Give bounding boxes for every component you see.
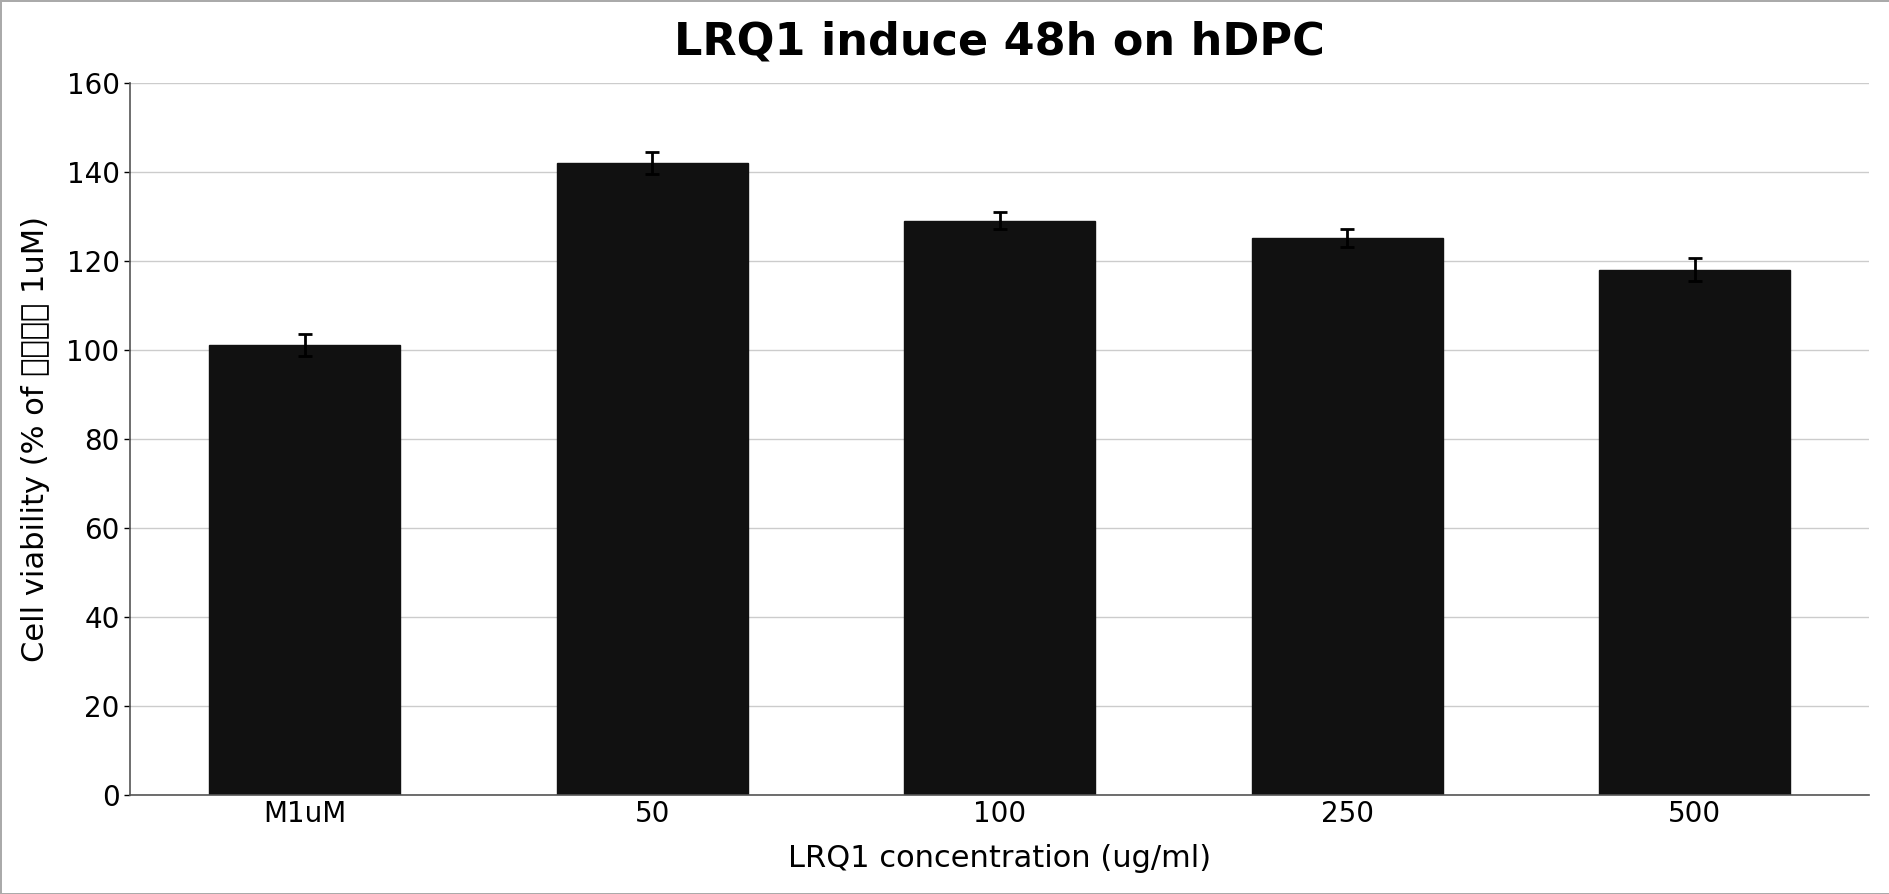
- Bar: [1598, 269, 1789, 795]
- Title: LRQ1 induce 48h on hDPC: LRQ1 induce 48h on hDPC: [674, 21, 1324, 63]
- X-axis label: LRQ1 concentration (ug/ml): LRQ1 concentration (ug/ml): [788, 844, 1211, 873]
- Bar: [555, 163, 748, 795]
- Y-axis label: Cell viability (% of 미록시딘 1uM): Cell viability (% of 미록시딘 1uM): [21, 215, 49, 662]
- Bar: [903, 221, 1094, 795]
- Bar: [210, 345, 400, 795]
- Bar: [1251, 239, 1441, 795]
